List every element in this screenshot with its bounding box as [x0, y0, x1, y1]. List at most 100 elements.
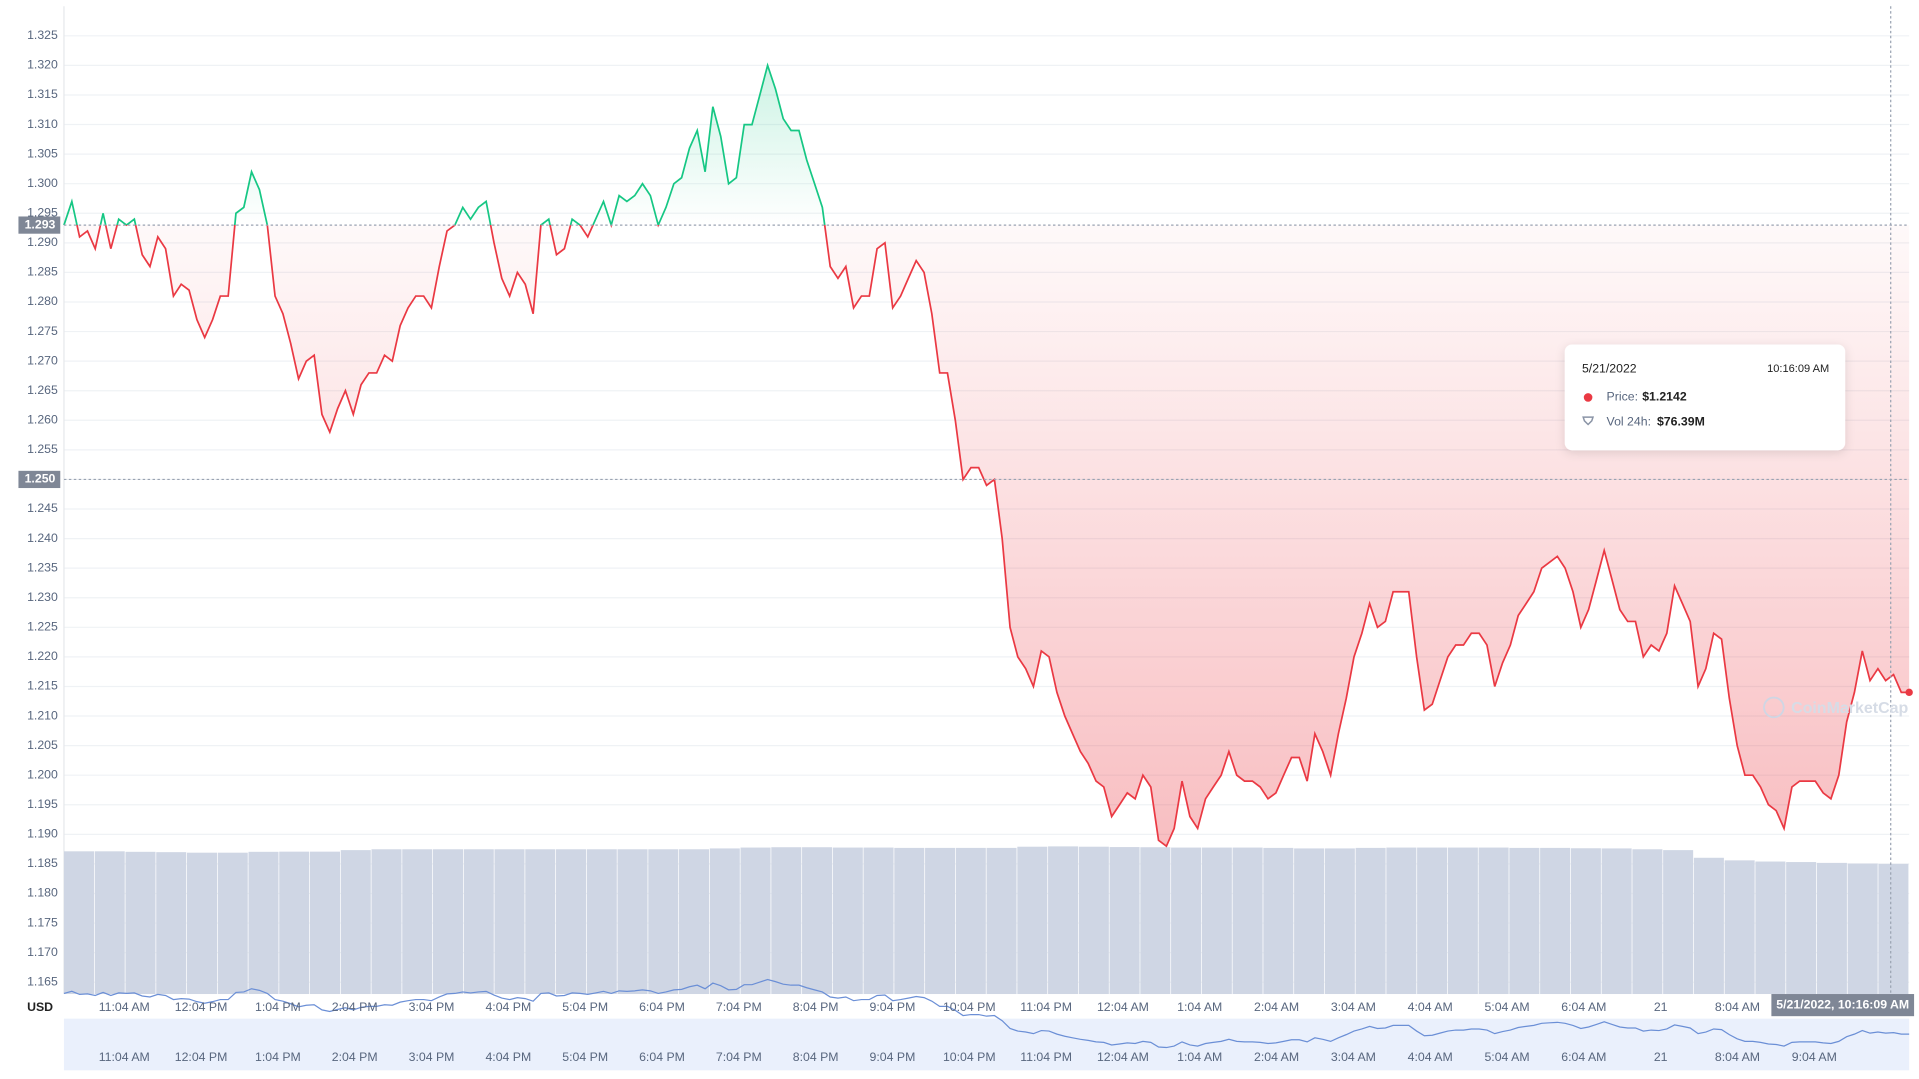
navigator-tick-label: 6:04 AM — [1561, 1050, 1606, 1064]
volume-bar — [955, 847, 986, 995]
volume-bar — [1140, 847, 1171, 995]
navigator-line — [63, 978, 1910, 1049]
navigator-tick-label: 11:04 AM — [99, 1050, 150, 1064]
volume-bar — [94, 851, 125, 995]
x-tick-label: 11:04 AM — [99, 1000, 150, 1014]
volume-bar — [1786, 862, 1817, 995]
tooltip-volume: $76.39M — [1657, 414, 1705, 428]
currency-label: USD — [27, 1000, 53, 1014]
navigator-tick-label: 11:04 PM — [1020, 1050, 1072, 1064]
x-tick-label: 9:04 PM — [870, 1000, 916, 1014]
navigator-tick-label: 7:04 PM — [716, 1050, 762, 1064]
volume-bar — [740, 847, 771, 995]
navigator-tick-label: 5:04 AM — [1484, 1050, 1529, 1064]
volume-bar — [309, 851, 341, 995]
crosshair-date-bg — [1771, 994, 1915, 1017]
y-tick-label: 1.220 — [27, 649, 58, 663]
navigator-tick-label: 12:04 AM — [1097, 1050, 1149, 1064]
volume-bar — [63, 851, 94, 995]
volume-bar — [709, 848, 740, 995]
y-tick-label: 1.200 — [27, 767, 58, 781]
navigator-tick-label: 12:04 PM — [175, 1050, 228, 1064]
volume-bar — [1109, 847, 1140, 995]
price-line — [63, 62, 1910, 848]
volume-bar — [156, 852, 187, 995]
x-tick-label: 1:04 PM — [255, 1000, 301, 1014]
volume-bar — [1570, 848, 1601, 995]
navigator-tick-label: 1:04 AM — [1177, 1050, 1222, 1064]
crosshair-date: 5/21/2022, 10:16:09 AM — [1776, 997, 1909, 1011]
volume-bar — [1417, 847, 1448, 995]
y-tick-label: 1.185 — [27, 856, 58, 870]
navigator-tick-label: 1:04 PM — [255, 1050, 301, 1064]
y-tick-label: 1.240 — [27, 531, 58, 545]
volume-bar — [1478, 847, 1509, 995]
volume-bar — [1847, 863, 1878, 995]
volume-bar — [279, 851, 310, 995]
volume-bar — [802, 847, 833, 995]
y-tick-label: 1.310 — [27, 117, 58, 131]
volume-bar — [1232, 847, 1263, 995]
navigator-tick-label: 6:04 PM — [639, 1050, 685, 1064]
navigator-tick-label: 5:04 PM — [562, 1050, 608, 1064]
volume-bar — [1816, 862, 1847, 995]
y-tick-label: 1.315 — [27, 87, 58, 101]
y-tick-label: 1.325 — [27, 28, 58, 42]
y-tick-label: 1.175 — [27, 915, 58, 929]
navigator-tick-label: 3:04 PM — [409, 1050, 455, 1064]
x-tick-label: 5:04 PM — [562, 1000, 608, 1014]
tooltip-dot — [1583, 393, 1593, 402]
x-tick-label: 12:04 PM — [175, 1000, 228, 1014]
last-point — [1905, 688, 1913, 697]
x-tick-label: 12:04 AM — [1097, 1000, 1149, 1014]
axis-badge — [18, 470, 61, 489]
volume-bar — [1078, 846, 1109, 995]
volume-bar — [556, 849, 587, 995]
navigator-tick-label: 10:04 PM — [943, 1050, 996, 1064]
volume-bar — [986, 847, 1017, 995]
y-tick-label: 1.295 — [27, 206, 58, 220]
volume-bar — [894, 847, 925, 995]
volume-bar — [1355, 847, 1386, 995]
axis-badge-label: 1.293 — [25, 217, 56, 231]
watermark-logo — [1763, 696, 1785, 719]
x-tick-label: 8:04 AM — [1715, 1000, 1760, 1014]
y-tick-label: 1.265 — [27, 383, 58, 397]
y-tick-label: 1.320 — [27, 58, 58, 72]
axis-badge-label: 1.250 — [25, 472, 56, 486]
volume-bar — [1724, 860, 1755, 995]
volume-bar — [217, 852, 248, 995]
y-tick-label: 1.205 — [27, 738, 58, 752]
navigator-tick-label: 4:04 AM — [1408, 1050, 1453, 1064]
volume-bar — [771, 847, 802, 995]
y-tick-label: 1.215 — [27, 679, 58, 693]
volume-bar — [125, 851, 156, 995]
tooltip-price: $1.2142 — [1642, 390, 1687, 404]
watermark: CoinMarketCap — [1791, 700, 1908, 717]
x-tick-label: 6:04 PM — [639, 1000, 685, 1014]
y-tick-label: 1.270 — [27, 353, 58, 367]
navigator-tick-label: 3:04 AM — [1331, 1050, 1376, 1064]
x-tick-label: 5:04 AM — [1484, 1000, 1529, 1014]
y-tick-label: 1.255 — [27, 442, 58, 456]
y-tick-label: 1.230 — [27, 590, 58, 604]
y-tick-label: 1.180 — [27, 886, 58, 900]
x-tick-label: 2:04 PM — [332, 1000, 378, 1014]
navigator-bg — [63, 1018, 1910, 1071]
navigator-tick-label: 2:04 AM — [1254, 1050, 1299, 1064]
volume-bar — [1632, 849, 1663, 995]
volume-bar — [832, 847, 863, 995]
volume-bar — [186, 852, 217, 995]
x-tick-label: 4:04 AM — [1408, 1000, 1453, 1014]
x-tick-label: 21 — [1654, 1000, 1668, 1014]
tooltip-volume-label: Vol 24h: — [1607, 414, 1651, 428]
volume-bar — [1601, 848, 1632, 995]
volume-bar — [863, 847, 894, 995]
volume-bar — [1540, 847, 1571, 995]
volume-bar — [433, 849, 464, 995]
volume-bar — [463, 849, 494, 995]
volume-bar — [1048, 846, 1079, 995]
volume-bar — [1693, 857, 1724, 995]
navigator-tick-label: 4:04 PM — [485, 1050, 531, 1064]
